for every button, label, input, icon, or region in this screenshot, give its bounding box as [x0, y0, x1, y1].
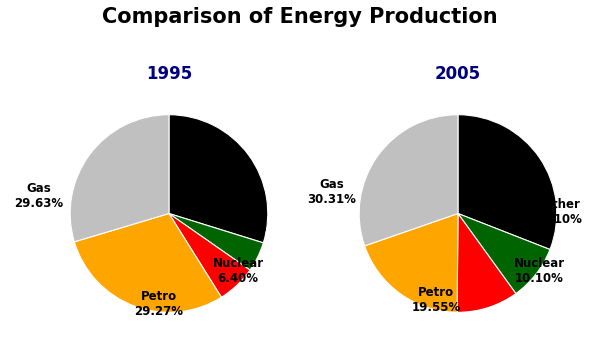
Title: 1995: 1995	[146, 65, 192, 83]
Text: Other
4.90%: Other 4.90%	[226, 207, 266, 236]
Text: Nuclear
10.10%: Nuclear 10.10%	[514, 257, 565, 285]
Text: Other
9.10%: Other 9.10%	[541, 197, 582, 225]
Wedge shape	[169, 115, 268, 243]
Wedge shape	[74, 213, 221, 312]
Text: Coal
29.80%: Coal 29.80%	[169, 138, 218, 166]
Wedge shape	[365, 213, 458, 312]
Text: Petro
19.55%: Petro 19.55%	[412, 286, 461, 314]
Wedge shape	[458, 213, 550, 294]
Title: 2005: 2005	[435, 65, 481, 83]
Text: Petro
29.27%: Petro 29.27%	[134, 290, 184, 318]
Wedge shape	[359, 115, 458, 246]
Wedge shape	[169, 213, 250, 297]
Text: Gas
29.63%: Gas 29.63%	[14, 182, 63, 210]
Wedge shape	[457, 213, 516, 312]
Text: Nuclear
6.40%: Nuclear 6.40%	[212, 257, 264, 285]
Text: Comparison of Energy Production: Comparison of Energy Production	[102, 7, 498, 27]
Wedge shape	[169, 213, 263, 270]
Text: Gas
30.31%: Gas 30.31%	[307, 178, 356, 206]
Wedge shape	[70, 115, 169, 242]
Text: Coal
30.93%: Coal 30.93%	[475, 132, 524, 160]
Wedge shape	[458, 115, 557, 249]
